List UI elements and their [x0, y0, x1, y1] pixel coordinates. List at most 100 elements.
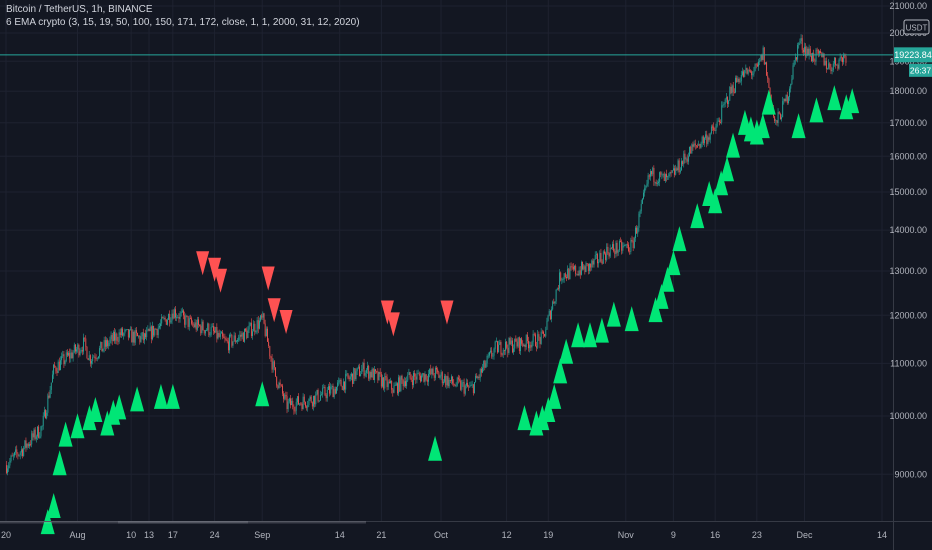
candle-body: [742, 71, 743, 75]
symbol-title[interactable]: Bitcoin / TetherUS, 1h, BINANCE: [6, 4, 153, 15]
candle-body: [724, 99, 726, 104]
candle-body: [39, 436, 41, 438]
candle-body: [89, 355, 91, 364]
candle-body: [640, 203, 642, 212]
candle-body: [498, 344, 500, 353]
candle-body: [315, 394, 317, 405]
candle-body: [678, 160, 680, 173]
candle-body: [259, 320, 260, 329]
candle-body: [693, 143, 695, 147]
candle-body: [747, 70, 749, 74]
time-axis[interactable]: 20 Aug 10 13 17 24 Sep 14 21 Oct 12 19 Nov 9 16 23 Dec 14: [1, 530, 887, 540]
price-tick-label: 14000.00: [889, 225, 927, 235]
candle-body: [666, 174, 667, 178]
candle-body: [617, 250, 619, 253]
candle-body: [808, 48, 810, 56]
candle-body: [37, 426, 38, 437]
candle-body: [332, 385, 334, 398]
candle-body: [301, 403, 303, 410]
candle-body: [709, 133, 711, 140]
candle-body: [490, 350, 492, 353]
buy-signal-marker: [517, 405, 532, 431]
buy-signal-marker: [791, 113, 806, 139]
buy-signal-marker: [624, 306, 639, 332]
candle-body: [792, 65, 794, 79]
candle-body: [104, 340, 106, 347]
candle-body: [599, 252, 601, 262]
candle-body: [214, 330, 216, 333]
buy-signal-marker: [559, 338, 574, 364]
candle-body: [163, 318, 165, 319]
candle-body: [9, 461, 11, 466]
candle-body: [408, 372, 410, 376]
candle-body: [98, 356, 99, 359]
candle-body: [624, 244, 626, 246]
candle-body: [288, 398, 290, 402]
time-tick-label: 17: [168, 530, 178, 540]
candle-body: [484, 360, 486, 368]
candle-body: [681, 161, 682, 171]
candle-body: [135, 330, 137, 334]
candle-body: [451, 376, 452, 382]
candle-body: [406, 380, 408, 386]
candle-body: [738, 78, 740, 82]
candle-body: [247, 329, 249, 339]
candle-body: [813, 52, 815, 61]
candle-body: [31, 433, 33, 445]
indicator-title[interactable]: 6 EMA crypto (3, 15, 19, 50, 100, 150, 1…: [6, 17, 360, 28]
candle-body: [441, 372, 443, 384]
candle-body: [170, 320, 172, 323]
candle-body: [714, 130, 716, 132]
candle-body: [96, 358, 98, 359]
candle-body: [32, 433, 34, 438]
candle-body: [682, 161, 684, 165]
candle-body: [425, 374, 427, 380]
candle-body: [799, 40, 801, 43]
candle-body: [811, 55, 812, 62]
price-tick-label: 10000.00: [889, 411, 927, 421]
candle-body: [470, 385, 472, 386]
candle-body: [249, 322, 251, 326]
sell-signal-marker: [279, 310, 293, 335]
candle-body: [27, 443, 29, 447]
candle-body: [492, 355, 494, 357]
candle-body: [531, 342, 533, 348]
time-axis-cursor: [0, 521, 366, 524]
candle-body: [460, 380, 462, 390]
candle-body: [306, 406, 308, 408]
candle-body: [110, 335, 112, 340]
candle-body: [6, 465, 7, 473]
candle-body: [58, 361, 60, 371]
candle-body: [647, 175, 649, 184]
candle-body: [806, 48, 808, 57]
candle-body: [302, 396, 304, 410]
candle-body: [615, 242, 617, 254]
candle-body: [188, 318, 190, 327]
candle-body: [478, 376, 480, 378]
candle-body: [740, 74, 742, 82]
candle-body: [124, 330, 126, 334]
candle-body: [437, 369, 439, 373]
candle-body: [469, 385, 471, 387]
candle-body: [620, 240, 621, 242]
candle-body: [579, 270, 581, 275]
candle-body: [660, 172, 662, 175]
candle-body: [445, 376, 447, 386]
candle-body: [352, 373, 354, 384]
candle-body: [386, 377, 388, 388]
candle-body: [510, 340, 512, 345]
candle-body: [558, 288, 559, 290]
candle-body: [835, 57, 837, 66]
candle-body: [623, 245, 625, 246]
candle-body: [721, 105, 723, 123]
candle-body: [360, 373, 362, 377]
time-tick-label: 14: [877, 530, 887, 540]
candle-body: [245, 328, 247, 331]
candle-body: [218, 333, 220, 337]
candle-body: [283, 393, 285, 399]
currency-badge[interactable]: USDT: [903, 19, 930, 35]
candle-body: [294, 410, 296, 412]
candle-body: [207, 323, 209, 331]
candle-body: [229, 334, 230, 351]
